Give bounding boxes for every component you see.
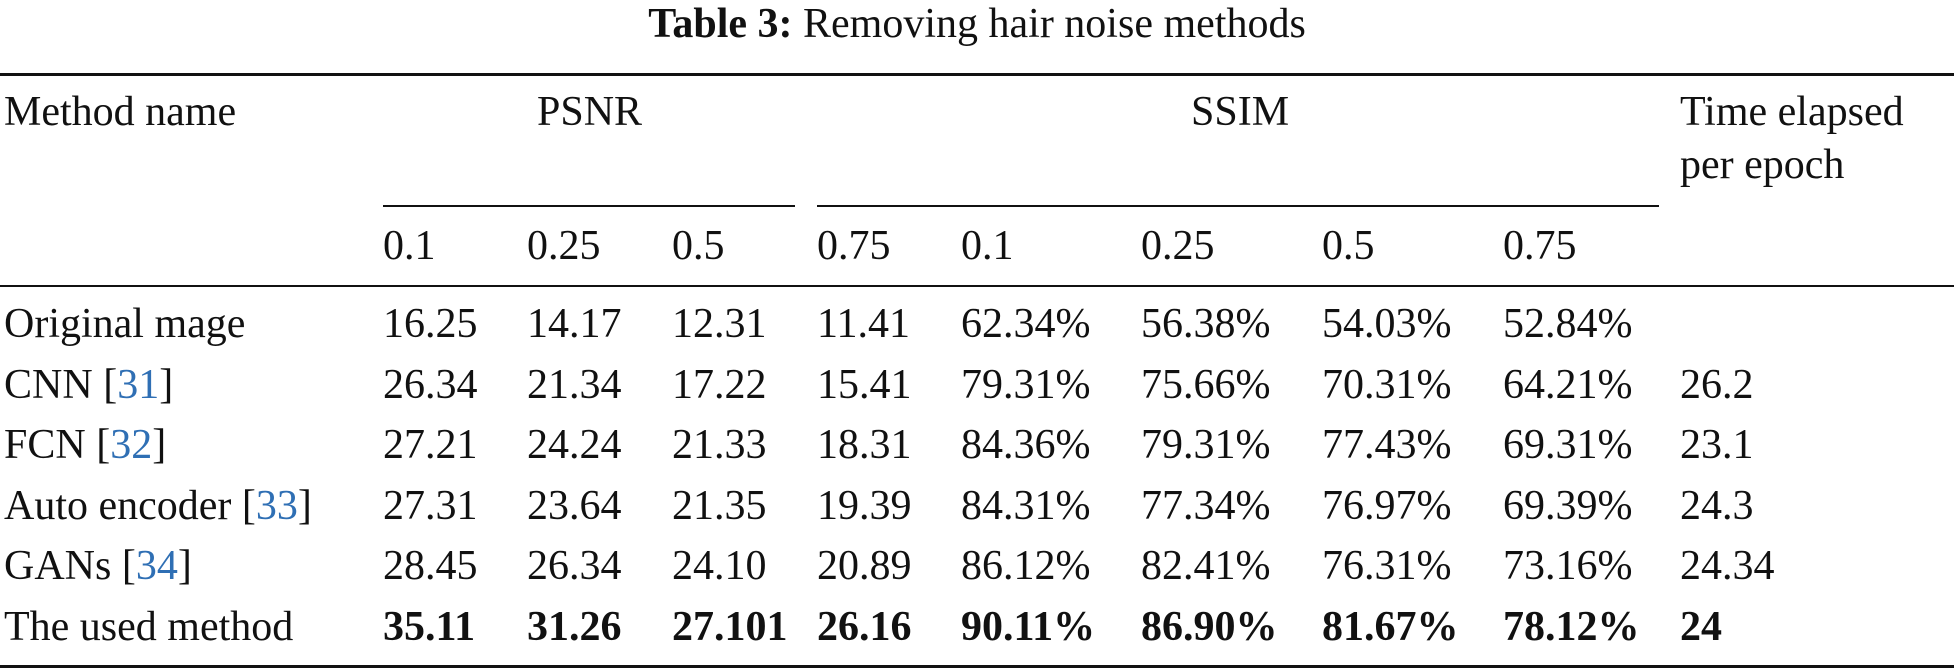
table-cell: 90.11% <box>961 604 1096 650</box>
row-method-name: The used method <box>4 604 294 650</box>
caption-label: Table 3: <box>648 1 793 47</box>
table-cell: 82.41% <box>1141 543 1271 589</box>
table-cell: 52.84% <box>1503 301 1633 347</box>
table-cell: 23.64 <box>527 483 622 529</box>
table-cell: 73.16% <box>1503 543 1633 589</box>
table-cell: 15.41 <box>817 362 912 408</box>
table-cell-time: 23.1 <box>1680 422 1754 468</box>
table-cell: 19.39 <box>817 483 912 529</box>
table-cell: 26.34 <box>527 543 622 589</box>
table-cell: 35.11 <box>383 604 476 650</box>
header-level: 0.75 <box>1503 223 1577 269</box>
header-psnr: PSNR <box>537 89 643 135</box>
citation-link[interactable]: 34 <box>135 543 178 589</box>
psnr-group-rule <box>383 205 795 207</box>
table-cell: 86.12% <box>961 543 1091 589</box>
table-cell: 75.66% <box>1141 362 1271 408</box>
citation-link[interactable]: 31 <box>117 362 160 408</box>
table-cell: 54.03% <box>1322 301 1452 347</box>
header-time-line1: Time elapsed <box>1680 89 1904 135</box>
table-cell: 76.31% <box>1322 543 1452 589</box>
header-ssim: SSIM <box>1191 89 1290 135</box>
table-cell: 69.39% <box>1503 483 1633 529</box>
header-level: 0.25 <box>1141 223 1215 269</box>
table-cell-time: 26.2 <box>1680 362 1754 408</box>
table-cell: 26.16 <box>817 604 912 650</box>
table-cell: 81.67% <box>1322 604 1459 650</box>
table-cell: 86.90% <box>1141 604 1278 650</box>
row-method-name: GANs [34] <box>4 543 192 589</box>
table-cell: 84.31% <box>961 483 1091 529</box>
table-cell: 27.31 <box>383 483 478 529</box>
table-cell-time: 24.34 <box>1680 543 1775 589</box>
table-cell: 70.31% <box>1322 362 1452 408</box>
header-level: 0.75 <box>817 223 891 269</box>
header-level: 0.5 <box>672 223 725 269</box>
table-cell: 28.45 <box>383 543 478 589</box>
table-cell: 17.22 <box>672 362 767 408</box>
table-cell: 64.21% <box>1503 362 1633 408</box>
top-rule <box>0 73 1954 76</box>
table-cell: 24.24 <box>527 422 622 468</box>
table-caption: Table 3: Removing hair noise methods <box>0 0 1954 48</box>
table-cell: 21.35 <box>672 483 767 529</box>
ssim-group-rule <box>817 205 1659 207</box>
table-cell: 62.34% <box>961 301 1091 347</box>
table-cell: 27.101 <box>672 604 788 650</box>
table-cell: 27.21 <box>383 422 478 468</box>
caption-text: Removing hair noise methods <box>803 1 1306 47</box>
table-cell: 21.34 <box>527 362 622 408</box>
table-cell-time: 24.3 <box>1680 483 1754 529</box>
table-cell: 12.31 <box>672 301 767 347</box>
table-cell: 56.38% <box>1141 301 1271 347</box>
table-cell: 84.36% <box>961 422 1091 468</box>
row-method-name: FCN [32] <box>4 422 167 468</box>
table-cell: 31.26 <box>527 604 622 650</box>
table-cell-time: 24 <box>1680 604 1722 650</box>
table-cell: 16.25 <box>383 301 478 347</box>
header-level: 0.1 <box>383 223 436 269</box>
header-method: Method name <box>4 89 237 135</box>
header-time-line2: per epoch <box>1680 142 1845 188</box>
table-cell: 77.43% <box>1322 422 1452 468</box>
table-cell: 77.34% <box>1141 483 1271 529</box>
row-method-name: Auto encoder [33] <box>4 483 312 529</box>
table-cell: 21.33 <box>672 422 767 468</box>
table-cell: 14.17 <box>527 301 622 347</box>
citation-link[interactable]: 33 <box>255 483 298 529</box>
table-cell: 79.31% <box>961 362 1091 408</box>
table-cell: 26.34 <box>383 362 478 408</box>
table-cell: 76.97% <box>1322 483 1452 529</box>
bottom-rule <box>0 665 1954 668</box>
header-level: 0.25 <box>527 223 601 269</box>
header-rule <box>0 285 1954 287</box>
table-cell: 78.12% <box>1503 604 1640 650</box>
table-cell: 24.10 <box>672 543 767 589</box>
table-cell: 69.31% <box>1503 422 1633 468</box>
table-cell: 79.31% <box>1141 422 1271 468</box>
table-cell: 18.31 <box>817 422 912 468</box>
citation-link[interactable]: 32 <box>110 422 153 468</box>
table-cell: 11.41 <box>817 301 910 347</box>
header-level: 0.1 <box>961 223 1014 269</box>
row-method-name: CNN [31] <box>4 362 174 408</box>
header-level: 0.5 <box>1322 223 1375 269</box>
row-method-name: Original mage <box>4 301 246 347</box>
table-cell: 20.89 <box>817 543 912 589</box>
